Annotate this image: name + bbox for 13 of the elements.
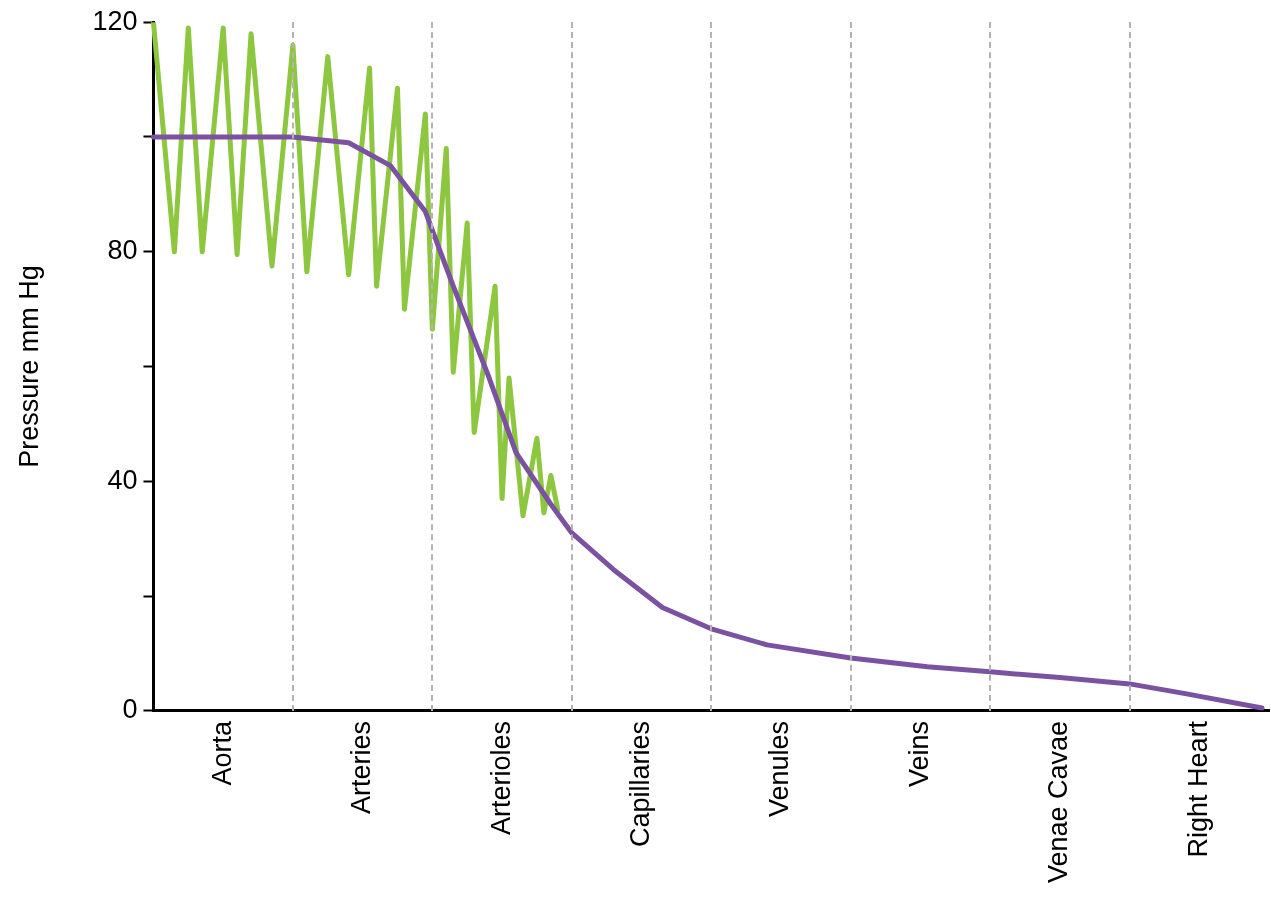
x-tick-label: Veins <box>903 720 934 787</box>
y-tick-label: 120 <box>92 5 138 36</box>
x-tick-label: Right Heart <box>1182 720 1213 858</box>
y-tick-label: 0 <box>122 694 138 725</box>
x-tick-label: Arterioles <box>485 720 516 835</box>
x-tick-label: Arteries <box>346 720 377 814</box>
x-tick-label: Venules <box>764 720 795 817</box>
y-axis-title: Pressure mm Hg <box>13 265 44 468</box>
x-tick-label: Venae Cavae <box>1043 720 1074 884</box>
x-tick-label: Aorta <box>206 719 237 786</box>
y-tick-label: 80 <box>107 235 138 266</box>
y-tick-label: 40 <box>107 464 138 495</box>
x-tick-label: Capillaries <box>624 720 655 847</box>
